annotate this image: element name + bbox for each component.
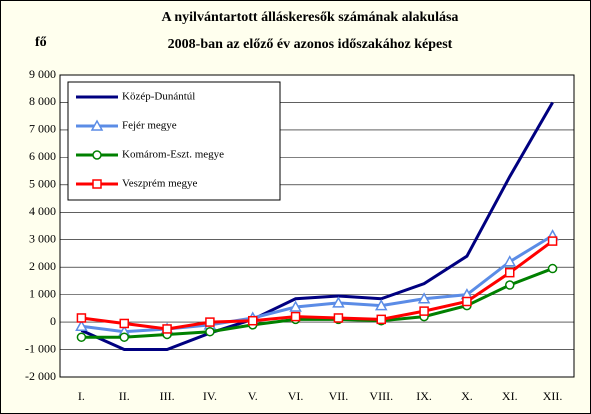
x-tick-label: XII. bbox=[543, 389, 563, 403]
legend-label: Veszprém megye bbox=[122, 178, 198, 190]
x-tick-label: IV. bbox=[203, 389, 217, 403]
marker bbox=[505, 280, 515, 290]
marker bbox=[332, 296, 345, 308]
y-axis-label: fő bbox=[35, 35, 47, 50]
legend-label: Fejér megye bbox=[122, 120, 177, 132]
x-tick-label: V. bbox=[248, 389, 258, 403]
legend-label: Komárom-Eszt. megye bbox=[122, 149, 224, 161]
y-tick-label: -2 000 bbox=[25, 369, 56, 383]
y-tick-label: 1 000 bbox=[29, 286, 56, 300]
marker bbox=[547, 263, 558, 274]
marker bbox=[205, 317, 215, 327]
y-tick-label: 9 000 bbox=[29, 67, 56, 81]
y-tick-label: -1 000 bbox=[25, 341, 56, 355]
marker bbox=[374, 299, 388, 311]
marker bbox=[290, 311, 301, 322]
marker bbox=[119, 332, 129, 342]
marker bbox=[289, 300, 302, 312]
x-tick-label: III. bbox=[160, 389, 175, 403]
chart-title: A nyilvántartott álláskeresők számának a… bbox=[162, 10, 459, 25]
chart-subtitle: 2008-ban az előző év azonos időszakához … bbox=[168, 37, 453, 52]
y-tick-label: 0 bbox=[50, 314, 56, 328]
y-tick-label: 7 000 bbox=[29, 122, 56, 136]
marker bbox=[248, 315, 258, 326]
marker bbox=[92, 179, 102, 189]
series-line bbox=[81, 267, 554, 339]
marker bbox=[119, 318, 129, 329]
x-tick-label: XI. bbox=[502, 389, 518, 403]
x-tick-label: I. bbox=[78, 389, 85, 403]
marker bbox=[76, 313, 87, 323]
x-tick-label: X. bbox=[461, 389, 473, 403]
marker bbox=[462, 296, 472, 307]
legend-label: Közép-Dunántúl bbox=[122, 91, 195, 103]
y-tick-label: 8 000 bbox=[29, 94, 56, 108]
x-tick-label: IX. bbox=[416, 389, 432, 403]
marker bbox=[417, 292, 431, 304]
marker bbox=[92, 150, 102, 160]
marker bbox=[547, 236, 558, 246]
marker bbox=[376, 314, 386, 325]
marker bbox=[205, 326, 215, 337]
marker bbox=[76, 332, 87, 342]
y-tick-label: 4 000 bbox=[29, 204, 56, 218]
y-tick-label: 3 000 bbox=[29, 231, 56, 245]
marker bbox=[419, 306, 429, 316]
marker bbox=[333, 313, 344, 323]
x-tick-label: VII. bbox=[329, 389, 349, 403]
marker bbox=[505, 267, 515, 278]
y-tick-label: 5 000 bbox=[29, 177, 56, 191]
y-tick-label: 2 000 bbox=[29, 259, 56, 273]
y-tick-label: 6 000 bbox=[29, 149, 56, 163]
legend-box bbox=[67, 81, 281, 201]
marker bbox=[90, 119, 104, 131]
marker bbox=[503, 255, 517, 267]
series-line bbox=[80, 101, 554, 352]
x-tick-label: II. bbox=[119, 389, 130, 403]
series-line bbox=[81, 239, 554, 331]
marker bbox=[162, 324, 172, 334]
x-tick-label: VIII. bbox=[369, 389, 393, 403]
marker bbox=[75, 319, 88, 331]
x-tick-label: VI. bbox=[288, 389, 304, 403]
